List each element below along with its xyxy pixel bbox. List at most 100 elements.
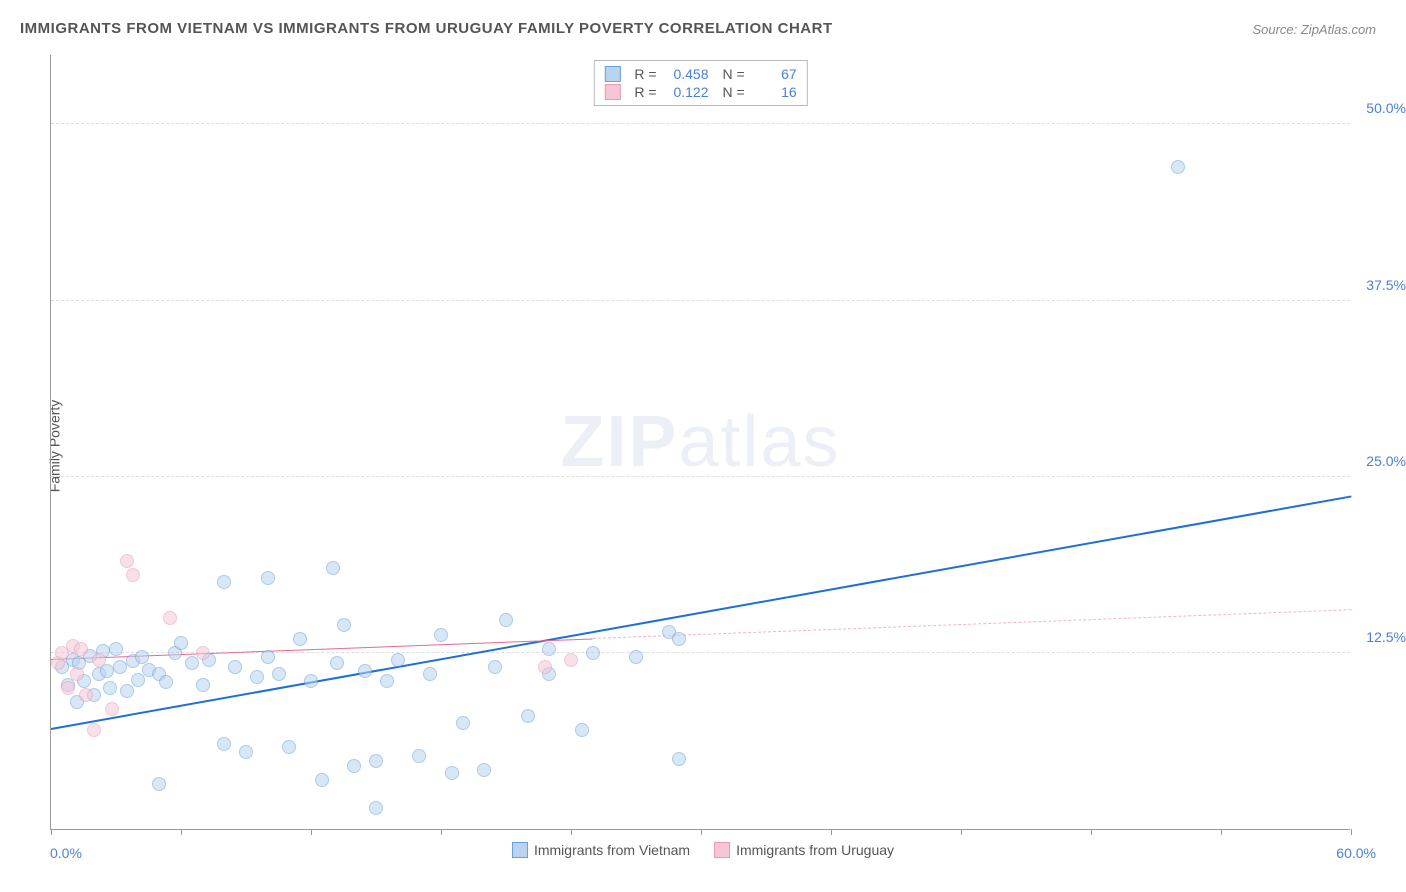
- legend-swatch: [512, 842, 528, 858]
- data-point: [113, 660, 127, 674]
- watermark-bold: ZIP: [560, 402, 678, 482]
- x-tick: [1091, 829, 1092, 835]
- chart-title: IMMIGRANTS FROM VIETNAM VS IMMIGRANTS FR…: [20, 20, 833, 37]
- data-point: [282, 740, 296, 754]
- legend-n-label: N =: [723, 84, 745, 100]
- data-point: [163, 611, 177, 625]
- watermark: ZIPatlas: [560, 401, 840, 483]
- data-point: [369, 754, 383, 768]
- data-point: [586, 646, 600, 660]
- data-point: [391, 653, 405, 667]
- data-point: [272, 667, 286, 681]
- data-point: [423, 667, 437, 681]
- y-tick-label: 50.0%: [1366, 100, 1406, 116]
- source-attribution: Source: ZipAtlas.com: [1252, 22, 1376, 37]
- data-point: [542, 642, 556, 656]
- data-point: [304, 674, 318, 688]
- x-tick: [441, 829, 442, 835]
- trend-line: [593, 610, 1351, 640]
- data-point: [74, 642, 88, 656]
- data-point: [120, 684, 134, 698]
- data-point: [70, 667, 84, 681]
- data-point: [228, 660, 242, 674]
- bottom-legend: Immigrants from Vietnam Immigrants from U…: [0, 842, 1406, 861]
- legend-r-value: 0.458: [665, 66, 709, 82]
- trend-line: [51, 496, 1351, 730]
- data-point: [261, 650, 275, 664]
- data-point: [1171, 160, 1185, 174]
- legend-swatch: [604, 66, 620, 82]
- data-point: [315, 773, 329, 787]
- data-point: [330, 656, 344, 670]
- data-point: [445, 766, 459, 780]
- x-tick: [181, 829, 182, 835]
- data-point: [120, 554, 134, 568]
- data-point: [261, 571, 275, 585]
- stats-legend-row: R = 0.458 N = 67: [604, 65, 796, 83]
- data-point: [79, 688, 93, 702]
- x-tick: [51, 829, 52, 835]
- data-point: [456, 716, 470, 730]
- data-point: [87, 723, 101, 737]
- data-point: [477, 763, 491, 777]
- plot-area: ZIPatlas R =0.458N =67R =0.122N =16 12.5…: [50, 55, 1350, 830]
- watermark-light: atlas: [678, 402, 840, 482]
- legend-label: Immigrants from Vietnam: [534, 842, 690, 858]
- data-point: [152, 777, 166, 791]
- legend-item: Immigrants from Vietnam: [512, 842, 690, 858]
- data-point: [92, 653, 106, 667]
- data-point: [293, 632, 307, 646]
- y-tick-label: 12.5%: [1366, 629, 1406, 645]
- data-point: [109, 642, 123, 656]
- legend-n-value: 67: [753, 66, 797, 82]
- data-point: [196, 678, 210, 692]
- x-tick: [571, 829, 572, 835]
- data-point: [499, 613, 513, 627]
- legend-r-value: 0.122: [665, 84, 709, 100]
- data-point: [538, 660, 552, 674]
- y-tick-label: 37.5%: [1366, 277, 1406, 293]
- data-point: [326, 561, 340, 575]
- data-point: [412, 749, 426, 763]
- legend-r-label: R =: [634, 66, 656, 82]
- stats-legend: R = 0.458 N = 67 R = 0.122 N = 16: [593, 60, 807, 106]
- gridline: [51, 300, 1350, 301]
- legend-n-value: 16: [753, 84, 797, 100]
- data-point: [521, 709, 535, 723]
- legend-n-label: N =: [723, 66, 745, 82]
- legend-item: Immigrants from Uruguay: [714, 842, 894, 858]
- legend-swatch: [604, 84, 620, 100]
- x-tick: [1221, 829, 1222, 835]
- data-point: [380, 674, 394, 688]
- data-point: [217, 575, 231, 589]
- y-tick-label: 25.0%: [1366, 453, 1406, 469]
- x-tick: [1351, 829, 1352, 835]
- gridline: [51, 476, 1350, 477]
- data-point: [358, 664, 372, 678]
- data-point: [217, 737, 231, 751]
- data-point: [347, 759, 361, 773]
- data-point: [672, 752, 686, 766]
- legend-r-label: R =: [634, 84, 656, 100]
- x-tick: [961, 829, 962, 835]
- x-tick: [701, 829, 702, 835]
- data-point: [575, 723, 589, 737]
- data-point: [174, 636, 188, 650]
- data-point: [672, 632, 686, 646]
- legend-label: Immigrants from Uruguay: [736, 842, 894, 858]
- data-point: [196, 646, 210, 660]
- data-point: [434, 628, 448, 642]
- data-point: [103, 681, 117, 695]
- data-point: [564, 653, 578, 667]
- data-point: [126, 568, 140, 582]
- data-point: [337, 618, 351, 632]
- data-point: [131, 673, 145, 687]
- data-point: [250, 670, 264, 684]
- data-point: [61, 681, 75, 695]
- gridline: [51, 123, 1350, 124]
- x-tick: [311, 829, 312, 835]
- x-tick: [831, 829, 832, 835]
- data-point: [100, 664, 114, 678]
- data-point: [369, 801, 383, 815]
- data-point: [488, 660, 502, 674]
